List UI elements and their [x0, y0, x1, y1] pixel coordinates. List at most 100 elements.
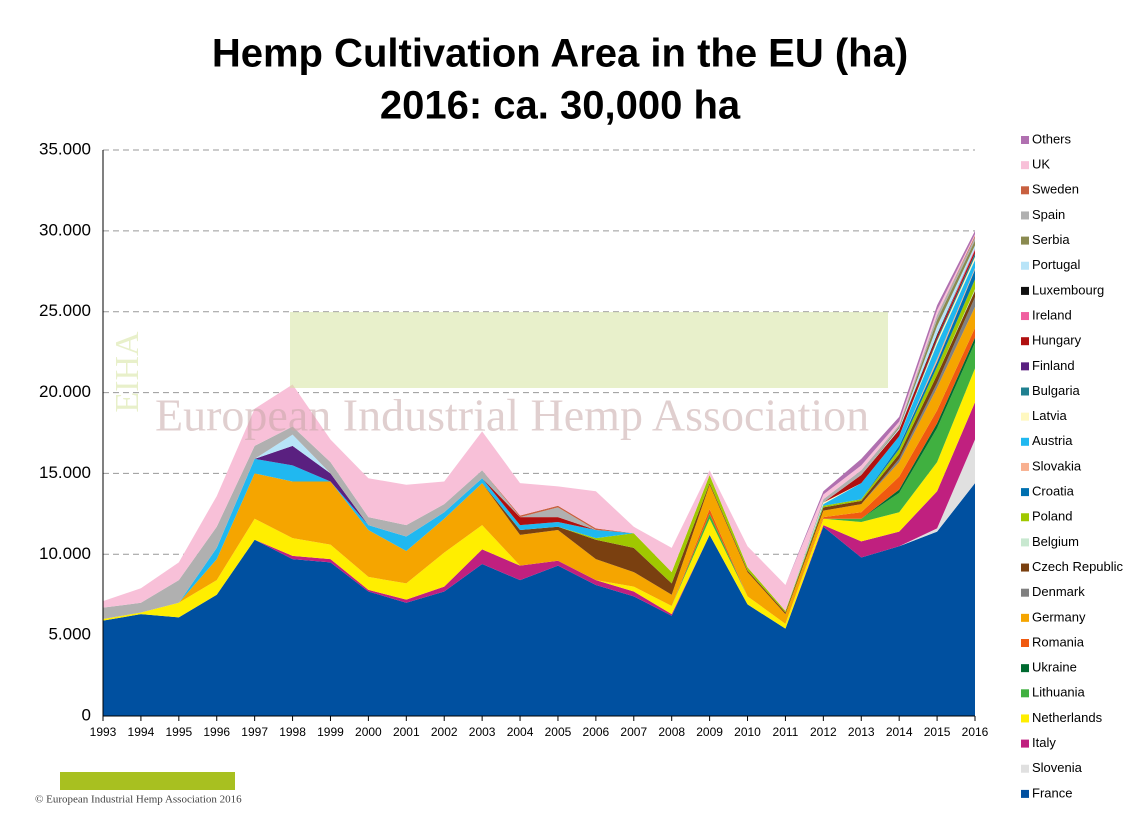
- watermark-group: European Industrial Hemp Association EIH…: [109, 312, 888, 441]
- x-tick-label: 2013: [848, 725, 875, 739]
- legend-label: Slovenia: [1032, 760, 1083, 775]
- legend-swatch: [1021, 211, 1029, 220]
- x-tick-label: 2006: [583, 725, 610, 739]
- legend-label: Sweden: [1032, 182, 1079, 197]
- area: [103, 483, 975, 716]
- legend-label: Lithuania: [1032, 685, 1086, 700]
- legend-swatch: [1021, 563, 1029, 572]
- legend-label: Portugal: [1032, 257, 1081, 272]
- x-tick-label: 1995: [165, 725, 192, 739]
- legend-label: Serbia: [1032, 232, 1070, 247]
- legend-label: Poland: [1032, 509, 1072, 524]
- legend-swatch: [1021, 664, 1029, 673]
- x-tick-label: 2011: [773, 725, 799, 739]
- x-tick-label: 2012: [810, 725, 837, 739]
- chart-subtitle: 2016: ca. 30,000 ha: [380, 84, 741, 128]
- legend-label: Austria: [1032, 433, 1073, 448]
- legend-swatch: [1021, 186, 1029, 195]
- y-tick-label: 20.000: [39, 382, 91, 401]
- legend-label: Latvia: [1032, 408, 1067, 423]
- legend-label: Bulgaria: [1032, 383, 1080, 398]
- legend-label: Germany: [1032, 609, 1086, 624]
- x-tick-label: 1994: [128, 725, 155, 739]
- area: [103, 368, 975, 629]
- x-tick-label: 1993: [90, 725, 117, 739]
- legend-swatch: [1021, 286, 1029, 295]
- legend-swatch: [1021, 513, 1029, 522]
- x-tick-label: 2009: [696, 725, 723, 739]
- legend-swatch: [1021, 488, 1029, 497]
- legend-label: Denmark: [1032, 584, 1085, 599]
- x-tick-label: 2008: [658, 725, 685, 739]
- legend-label: Finland: [1032, 358, 1075, 373]
- legend-swatch: [1021, 588, 1029, 597]
- y-tick-label: 30.000: [39, 220, 91, 239]
- legend-label: Croatia: [1032, 484, 1075, 499]
- legend-swatch: [1021, 261, 1029, 270]
- chart-title: Hemp Cultivation Area in the EU (ha): [212, 32, 908, 76]
- watermark-banner: [290, 312, 888, 388]
- x-tick-label: 2005: [545, 725, 572, 739]
- legend-label: Belgium: [1032, 534, 1079, 549]
- x-tick-label: 2014: [886, 725, 913, 739]
- watermark: European Industrial Hemp Association: [155, 390, 869, 441]
- legend-label: Others: [1032, 131, 1072, 146]
- y-tick-label: 10.000: [39, 544, 91, 563]
- x-tick-label: 2004: [507, 725, 534, 739]
- area: [103, 306, 975, 624]
- footer-logo-bar: [60, 772, 235, 790]
- legend-label: Ireland: [1032, 307, 1072, 322]
- footer: © European Industrial Hemp Association 2…: [35, 794, 242, 806]
- x-tick-label: 1997: [241, 725, 268, 739]
- x-tick-label: 2016: [962, 725, 989, 739]
- y-tick-label: 5.000: [48, 625, 91, 644]
- legend-swatch: [1021, 462, 1029, 471]
- y-tick-label: 15.000: [39, 463, 91, 482]
- legend-swatch: [1021, 789, 1029, 798]
- legend-swatch: [1021, 312, 1029, 321]
- legend-swatch: [1021, 337, 1029, 346]
- legend-swatch: [1021, 387, 1029, 396]
- legend-swatch: [1021, 689, 1029, 698]
- legend-swatch: [1021, 362, 1029, 371]
- legend-label: Italy: [1032, 735, 1056, 750]
- x-tick-label: 2000: [355, 725, 382, 739]
- legend-label: Spain: [1032, 207, 1065, 222]
- x-tick-label: 1998: [279, 725, 306, 739]
- y-tick-label: 25.000: [39, 301, 91, 320]
- x-tick-label: 2003: [469, 725, 496, 739]
- legend-label: Netherlands: [1032, 710, 1103, 725]
- x-tick-label: 2015: [924, 725, 951, 739]
- area: [103, 237, 975, 619]
- legend-swatch: [1021, 161, 1029, 170]
- legend-label: Luxembourg: [1032, 282, 1104, 297]
- legend-swatch: [1021, 437, 1029, 446]
- legend-swatch: [1021, 613, 1029, 622]
- legend-label: Czech Republic: [1032, 559, 1124, 574]
- legend-label: Ukraine: [1032, 660, 1077, 675]
- legend-swatch: [1021, 639, 1029, 647]
- legend-swatch: [1021, 764, 1029, 773]
- y-tick-label: 35.000: [39, 139, 91, 158]
- legend-swatch: [1021, 412, 1029, 421]
- legend-label: Hungary: [1032, 333, 1082, 348]
- x-tick-label: 2001: [393, 725, 420, 739]
- legend-swatch: [1021, 236, 1029, 245]
- watermark-logo: EIHA: [109, 331, 146, 413]
- legend-label: France: [1032, 785, 1072, 800]
- legend-swatch: [1021, 538, 1029, 547]
- area: [103, 234, 975, 611]
- x-tick-label: 2007: [620, 725, 647, 739]
- legend-swatch: [1021, 714, 1029, 723]
- x-tick-label: 1999: [317, 725, 344, 739]
- legend-swatch: [1021, 739, 1029, 748]
- legend-label: Slovakia: [1032, 458, 1082, 473]
- legend-label: UK: [1032, 157, 1050, 172]
- legend-swatch: [1021, 136, 1029, 144]
- legend-label: Romania: [1032, 634, 1085, 649]
- x-tick-label: 2002: [431, 725, 458, 739]
- y-tick-label: 0: [82, 705, 91, 724]
- x-tick-label: 1996: [203, 725, 230, 739]
- x-tick-label: 2010: [734, 725, 761, 739]
